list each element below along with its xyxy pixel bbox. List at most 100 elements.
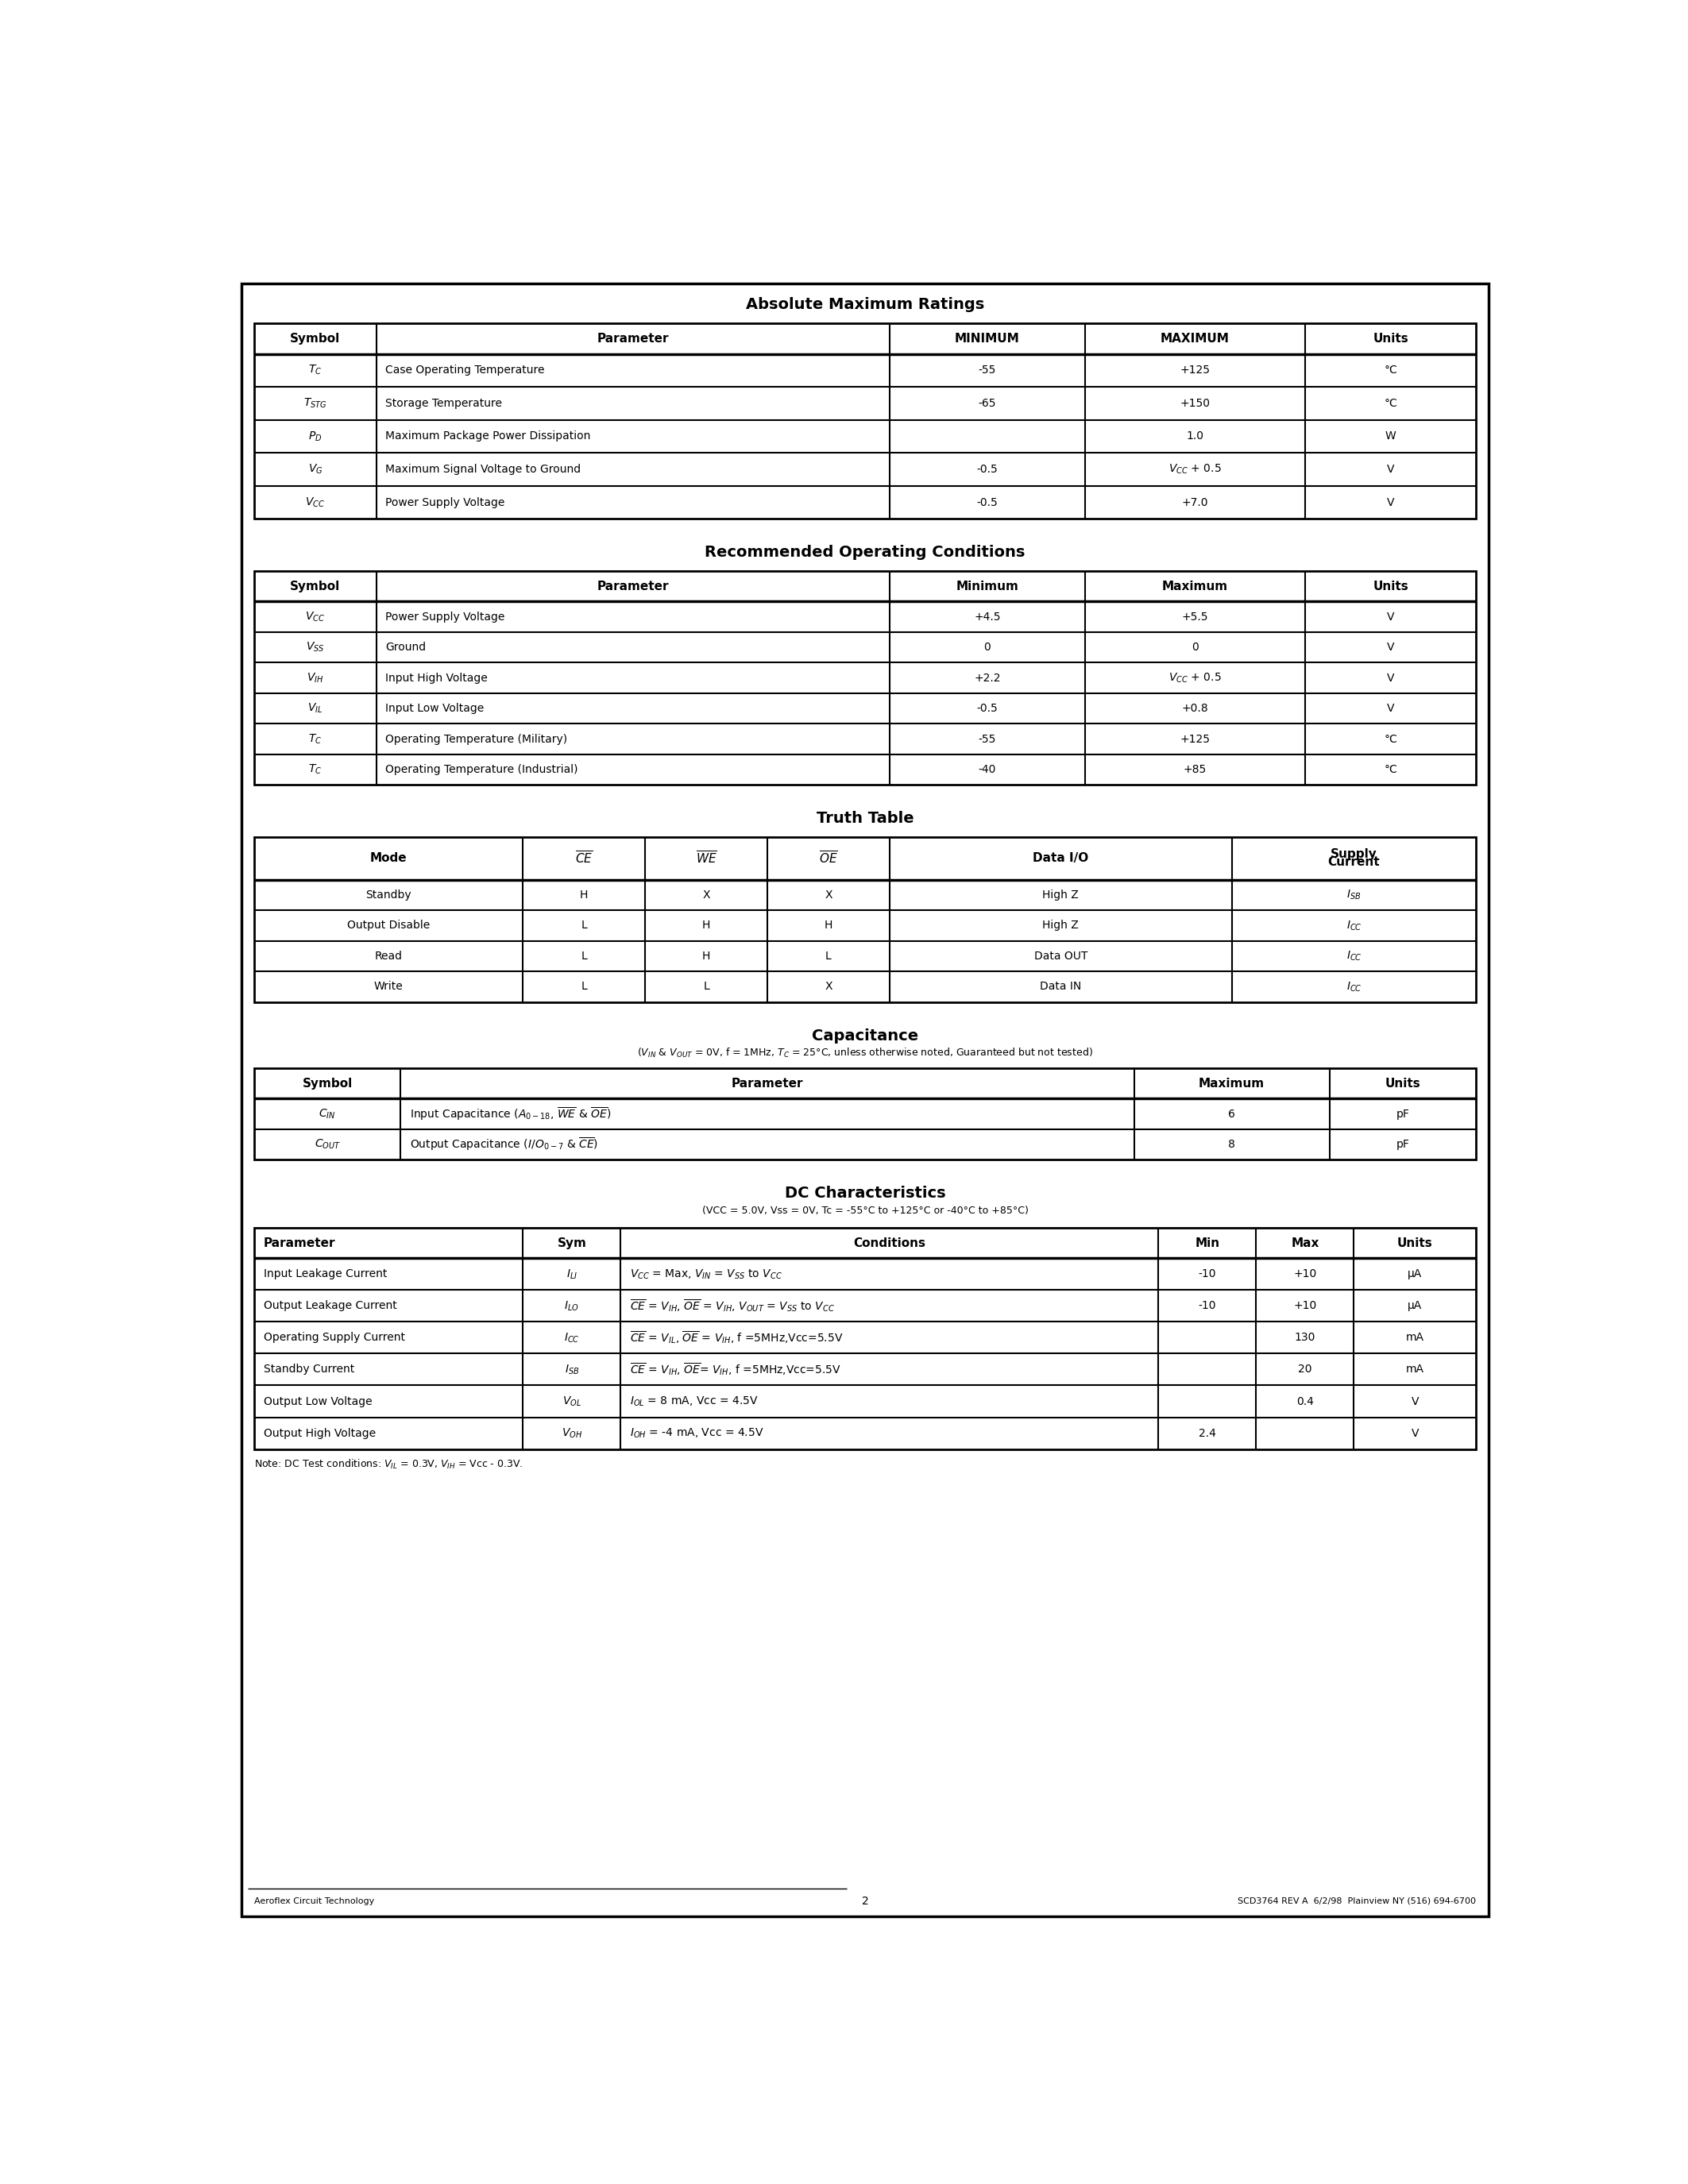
Text: pF: pF [1396, 1107, 1409, 1120]
Text: mA: mA [1406, 1332, 1425, 1343]
Text: Parameter: Parameter [598, 581, 668, 592]
Text: V: V [1388, 703, 1394, 714]
Text: +5.5: +5.5 [1182, 612, 1209, 622]
Text: H: H [581, 889, 587, 900]
Text: Mode: Mode [370, 852, 407, 865]
Text: Units: Units [1386, 1077, 1421, 1090]
Text: Ground: Ground [385, 642, 425, 653]
Text: Input Capacitance ($A_{0-18}$, $\overline{WE}$ & $\overline{OE}$): Input Capacitance ($A_{0-18}$, $\overlin… [410, 1105, 611, 1123]
Text: $V_{CC}$: $V_{CC}$ [306, 609, 326, 622]
Text: $\overline{CE}$ = $V_{IH}$, $\overline{OE}$= $V_{IH}$, f =5MHz,Vcc=5.5V: $\overline{CE}$ = $V_{IH}$, $\overline{O… [630, 1361, 841, 1378]
Text: $\overline{OE}$: $\overline{OE}$ [819, 850, 837, 867]
Text: Maximum Package Power Dissipation: Maximum Package Power Dissipation [385, 430, 591, 441]
Text: L: L [704, 981, 709, 992]
Text: $C_{OUT}$: $C_{OUT}$ [314, 1138, 341, 1151]
Text: Output Leakage Current: Output Leakage Current [263, 1299, 397, 1313]
Text: Output Disable: Output Disable [348, 919, 430, 930]
Text: $V_{SS}$: $V_{SS}$ [306, 640, 324, 653]
Text: X: X [702, 889, 711, 900]
Text: L: L [581, 950, 587, 961]
Text: -0.5: -0.5 [977, 463, 998, 474]
Text: Input Low Voltage: Input Low Voltage [385, 703, 484, 714]
Text: Minimum: Minimum [955, 581, 1018, 592]
Text: V: V [1411, 1396, 1420, 1406]
Text: -0.5: -0.5 [977, 496, 998, 509]
Text: $I_{OH}$ = -4 mA, Vcc = 4.5V: $I_{OH}$ = -4 mA, Vcc = 4.5V [630, 1426, 765, 1439]
Text: $\overline{CE}$ = $V_{IL}$, $\overline{OE}$ = $V_{IH}$, f =5MHz,Vcc=5.5V: $\overline{CE}$ = $V_{IL}$, $\overline{O… [630, 1330, 844, 1345]
Text: Current: Current [1328, 856, 1381, 869]
Text: $V_{IH}$: $V_{IH}$ [307, 670, 324, 684]
Text: V: V [1388, 673, 1394, 684]
Text: °C: °C [1384, 734, 1398, 745]
Text: V: V [1388, 612, 1394, 622]
Text: H: H [702, 950, 711, 961]
Text: $V_{OL}$: $V_{OL}$ [562, 1396, 581, 1409]
Text: V: V [1388, 463, 1394, 474]
Text: 130: 130 [1295, 1332, 1315, 1343]
Text: Units: Units [1372, 332, 1408, 345]
Text: 6: 6 [1229, 1107, 1236, 1120]
Text: $I_{CC}$: $I_{CC}$ [1345, 919, 1362, 933]
Text: SCD3764 REV A  6/2/98  Plainview NY (516) 694-6700: SCD3764 REV A 6/2/98 Plainview NY (516) … [1237, 1898, 1475, 1904]
Text: 2.4: 2.4 [1198, 1428, 1215, 1439]
Text: 8: 8 [1229, 1138, 1236, 1151]
Text: L: L [581, 981, 587, 992]
Text: Operating Temperature (Industrial): Operating Temperature (Industrial) [385, 764, 579, 775]
Text: Symbol: Symbol [290, 332, 341, 345]
Text: W: W [1386, 430, 1396, 441]
Text: H: H [824, 919, 832, 930]
Bar [255, 836, 1475, 1002]
Text: X: X [825, 889, 832, 900]
Text: +10: +10 [1293, 1299, 1317, 1313]
Text: $T_C$: $T_C$ [309, 732, 322, 745]
Text: Supply: Supply [1330, 847, 1377, 860]
Text: V: V [1411, 1428, 1420, 1439]
Text: +125: +125 [1180, 734, 1210, 745]
Text: Maximum: Maximum [1161, 581, 1229, 592]
Text: Operating Supply Current: Operating Supply Current [263, 1332, 405, 1343]
Text: $V_{IL}$: $V_{IL}$ [307, 701, 322, 714]
Text: +125: +125 [1180, 365, 1210, 376]
Text: 0: 0 [1192, 642, 1198, 653]
Text: $V_{CC}$ + 0.5: $V_{CC}$ + 0.5 [1168, 670, 1222, 684]
Bar [255, 570, 1475, 784]
Text: Absolute Maximum Ratings: Absolute Maximum Ratings [746, 297, 984, 312]
Text: Conditions: Conditions [854, 1236, 925, 1249]
Text: Maximum Signal Voltage to Ground: Maximum Signal Voltage to Ground [385, 463, 581, 474]
Text: Output High Voltage: Output High Voltage [263, 1428, 375, 1439]
Text: $I_{LI}$: $I_{LI}$ [565, 1267, 577, 1280]
Text: Storage Temperature: Storage Temperature [385, 397, 503, 408]
Text: +7.0: +7.0 [1182, 496, 1209, 509]
Text: -55: -55 [979, 365, 996, 376]
Text: -55: -55 [979, 734, 996, 745]
Text: $I_{SB}$: $I_{SB}$ [564, 1363, 579, 1376]
Text: +4.5: +4.5 [974, 612, 1001, 622]
Text: Write: Write [375, 981, 403, 992]
Text: X: X [825, 981, 832, 992]
Text: $I_{CC}$: $I_{CC}$ [564, 1332, 579, 1345]
Text: $I_{CC}$: $I_{CC}$ [1345, 950, 1362, 963]
Text: Max: Max [1291, 1236, 1318, 1249]
Text: 0: 0 [984, 642, 991, 653]
Text: °C: °C [1384, 764, 1398, 775]
Text: Truth Table: Truth Table [817, 810, 913, 826]
Text: $I_{OL}$ = 8 mA, Vcc = 4.5V: $I_{OL}$ = 8 mA, Vcc = 4.5V [630, 1396, 758, 1409]
Text: Input High Voltage: Input High Voltage [385, 673, 488, 684]
Bar [255, 323, 1475, 520]
Text: $I_{LO}$: $I_{LO}$ [564, 1299, 579, 1313]
Text: Min: Min [1195, 1236, 1220, 1249]
Text: +150: +150 [1180, 397, 1210, 408]
Text: High Z: High Z [1043, 889, 1079, 900]
Text: L: L [581, 919, 587, 930]
Text: +10: +10 [1293, 1269, 1317, 1280]
Text: $V_G$: $V_G$ [307, 463, 322, 476]
Text: Standby: Standby [366, 889, 412, 900]
Text: $T_C$: $T_C$ [309, 365, 322, 378]
Text: DC Characteristics: DC Characteristics [785, 1186, 945, 1201]
Text: Capacitance: Capacitance [812, 1029, 918, 1044]
Text: +2.2: +2.2 [974, 673, 1001, 684]
Text: ($V_{IN}$ & $V_{OUT}$ = 0V, f = 1MHz, $T_C$ = 25°C, unless otherwise noted, Guar: ($V_{IN}$ & $V_{OUT}$ = 0V, f = 1MHz, $T… [636, 1046, 1094, 1059]
Text: $V_{CC}$ = Max, $V_{IN}$ = $V_{SS}$ to $V_{CC}$: $V_{CC}$ = Max, $V_{IN}$ = $V_{SS}$ to $… [630, 1267, 782, 1280]
Text: -40: -40 [979, 764, 996, 775]
Text: 0.4: 0.4 [1296, 1396, 1313, 1406]
